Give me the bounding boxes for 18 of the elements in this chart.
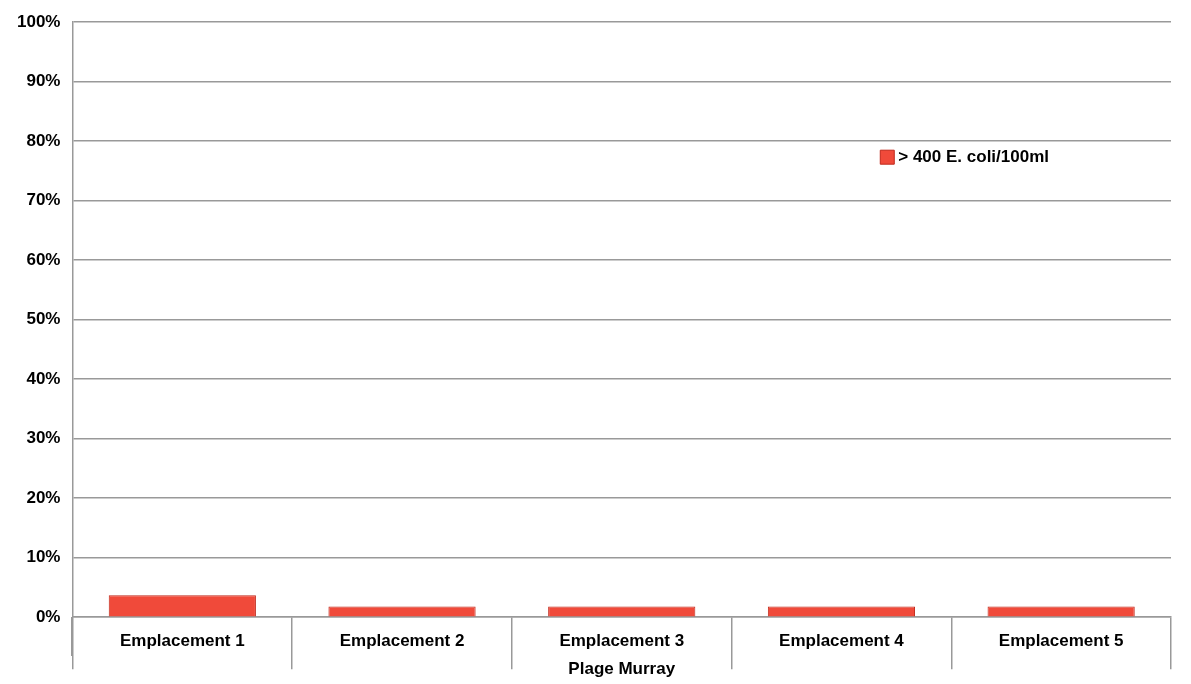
y-tick-label: 70% [26, 190, 61, 210]
x-tick-label: Emplacement 4 [779, 631, 905, 651]
y-tick-label: 50% [26, 309, 61, 329]
x-tick-label: Emplacement 1 [119, 631, 245, 651]
x-tick-label: Emplacement 2 [339, 631, 465, 651]
x-axis-title: Plage Murray [568, 659, 676, 679]
y-tick-label: 80% [26, 130, 61, 150]
x-tick-label: Emplacement 5 [998, 631, 1124, 651]
y-tick-label: 20% [26, 487, 61, 507]
y-tick-label: 40% [26, 368, 61, 388]
y-tick-label: 100% [17, 11, 61, 31]
legend-label: > 400 E. coli/100ml [898, 146, 1049, 166]
y-tick-label: 0% [35, 606, 61, 626]
x-tick-label: Emplacement 3 [559, 631, 685, 651]
y-tick-label: 10% [26, 547, 61, 567]
y-tick-label: 60% [26, 249, 61, 269]
y-tick-label: 30% [26, 428, 61, 448]
y-tick-label: 90% [26, 71, 61, 91]
